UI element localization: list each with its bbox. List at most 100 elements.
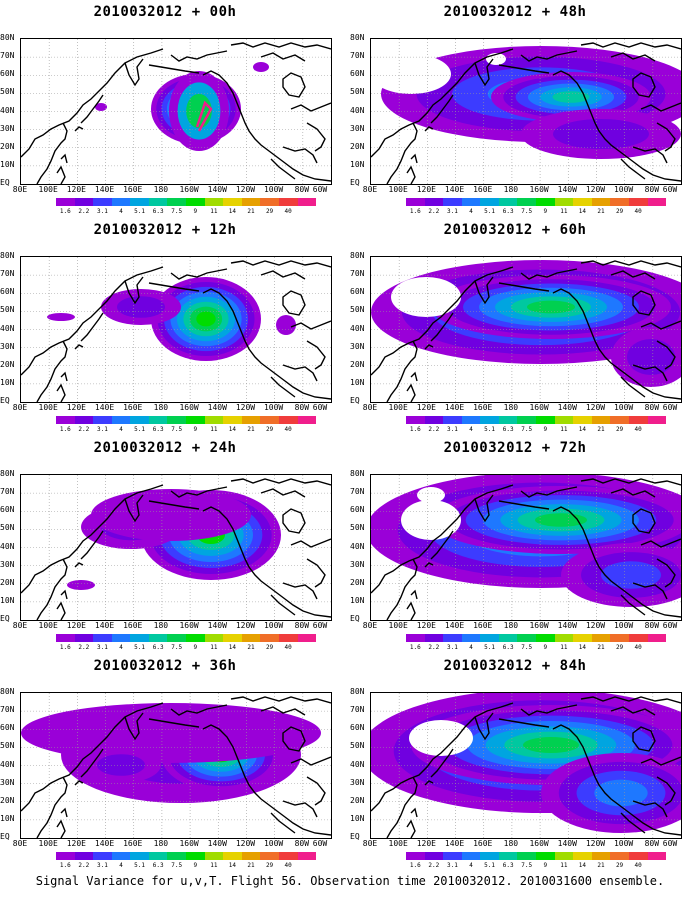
lat-label: 80N: [350, 469, 365, 478]
lat-label: 50N: [350, 305, 365, 315]
lon-label: 180: [503, 403, 519, 412]
colorbar: [56, 416, 317, 424]
colorbar-swatch: [297, 416, 317, 424]
lon-label: 140E: [444, 403, 465, 412]
colorbar-label: 7.5: [171, 644, 183, 651]
lon-label: 160E: [123, 185, 143, 194]
lat-label: 80N: [350, 251, 365, 260]
colorbar-swatch: [186, 634, 205, 642]
lon-label: 140E: [94, 185, 115, 194]
map-area: [20, 38, 332, 185]
lon-label: 180: [503, 839, 519, 848]
lat-label: 60N: [0, 723, 15, 733]
colorbar-swatch: [461, 416, 481, 424]
colorbar-label: 9: [543, 426, 548, 433]
lon-label: 100E: [38, 185, 58, 194]
lat-label: 10N: [350, 159, 365, 169]
colorbar-swatch: [517, 852, 537, 860]
colorbar-swatch: [93, 198, 112, 206]
colorbar-swatch: [647, 852, 667, 860]
colorbar-label: 11: [210, 426, 218, 433]
colorbar-label: 5.1: [484, 862, 495, 869]
colorbar-label: 40: [284, 644, 292, 651]
colorbar-swatch: [278, 852, 298, 860]
coastline: [21, 702, 164, 812]
lon-label: 140W: [207, 403, 227, 412]
lat-label: 50N: [0, 741, 15, 751]
map-area: [20, 692, 332, 839]
lat-label: 80N: [0, 687, 15, 696]
panel-title: 2010032012 + 00h: [93, 4, 237, 20]
coastline: [148, 500, 200, 510]
lon-label: 140W: [557, 403, 577, 412]
coastline: [36, 122, 68, 184]
lon-label: 100W: [263, 403, 284, 412]
colorbar-label: 9: [193, 426, 198, 433]
colorbar: [406, 416, 667, 424]
coastline: [290, 102, 331, 112]
coastline: [282, 582, 318, 600]
lon-label: 140E: [94, 621, 115, 630]
lon-label: 100E: [388, 403, 408, 412]
variance-contour: [253, 62, 269, 72]
colorbar-swatch: [591, 416, 611, 424]
coastline: [386, 122, 418, 184]
colorbar-swatch: [130, 634, 149, 642]
coastline: [282, 290, 306, 316]
coastline: [36, 558, 68, 620]
colorbar-swatch: [498, 852, 518, 860]
colorbar-swatch: [297, 634, 317, 642]
colorbar-swatch: [167, 634, 187, 642]
colorbar-label: 21: [247, 426, 255, 433]
lon-label: 120W: [235, 621, 256, 630]
coastline: [386, 776, 418, 838]
lon-label: 140W: [207, 621, 227, 630]
colorbar-label: 3.1: [97, 862, 108, 869]
colorbar-label: 3.1: [97, 426, 108, 433]
coastline: [74, 780, 84, 786]
colorbar-label: 40: [634, 862, 642, 869]
coastline: [290, 538, 331, 548]
lat-label: 70N: [0, 51, 15, 61]
colorbar-swatch: [74, 416, 94, 424]
colorbar-swatch: [443, 852, 462, 860]
lon-label: 160E: [473, 621, 493, 630]
coastline: [430, 312, 454, 342]
colorbar-swatch: [223, 852, 242, 860]
colorbar-swatch: [424, 634, 444, 642]
lat-label: 40N: [350, 323, 365, 333]
colorbar-label: 5.1: [484, 208, 495, 215]
lon-label: 80W: [644, 185, 660, 194]
colorbar-swatch: [204, 634, 224, 642]
coastline: [371, 702, 514, 812]
lat-label: 40N: [0, 105, 15, 115]
lat-label: 10N: [0, 813, 15, 823]
coastline: [80, 312, 104, 342]
lat-label: 30N: [350, 341, 365, 351]
colorbar-swatch: [610, 634, 629, 642]
coastline: [36, 776, 68, 838]
lat-label: 20N: [350, 141, 365, 151]
lat-label: 20N: [0, 795, 15, 805]
lon-label: 140E: [444, 839, 465, 848]
lat-label: 20N: [350, 359, 365, 369]
lon-label: 120W: [585, 185, 606, 194]
coastline: [260, 52, 306, 62]
panel-title: 2010032012 + 48h: [443, 4, 587, 20]
figure-caption: Signal Variance for u,v,T. Flight 56. Ob…: [35, 874, 665, 888]
colorbar-swatch: [130, 852, 149, 860]
map-area: [370, 474, 682, 621]
coastline: [474, 712, 494, 741]
lat-label: 40N: [0, 323, 15, 333]
colorbar-label: 7.5: [521, 862, 533, 869]
variance-contour: [627, 339, 675, 375]
colorbar-swatch: [223, 634, 242, 642]
coastline: [282, 146, 318, 164]
lon-label: 80E: [12, 839, 28, 848]
coastline: [124, 276, 144, 305]
coastline: [230, 260, 331, 268]
colorbar-label: 4: [119, 862, 123, 869]
lon-label: 140W: [207, 185, 227, 194]
coastline: [552, 70, 681, 182]
coastline: [21, 266, 164, 376]
